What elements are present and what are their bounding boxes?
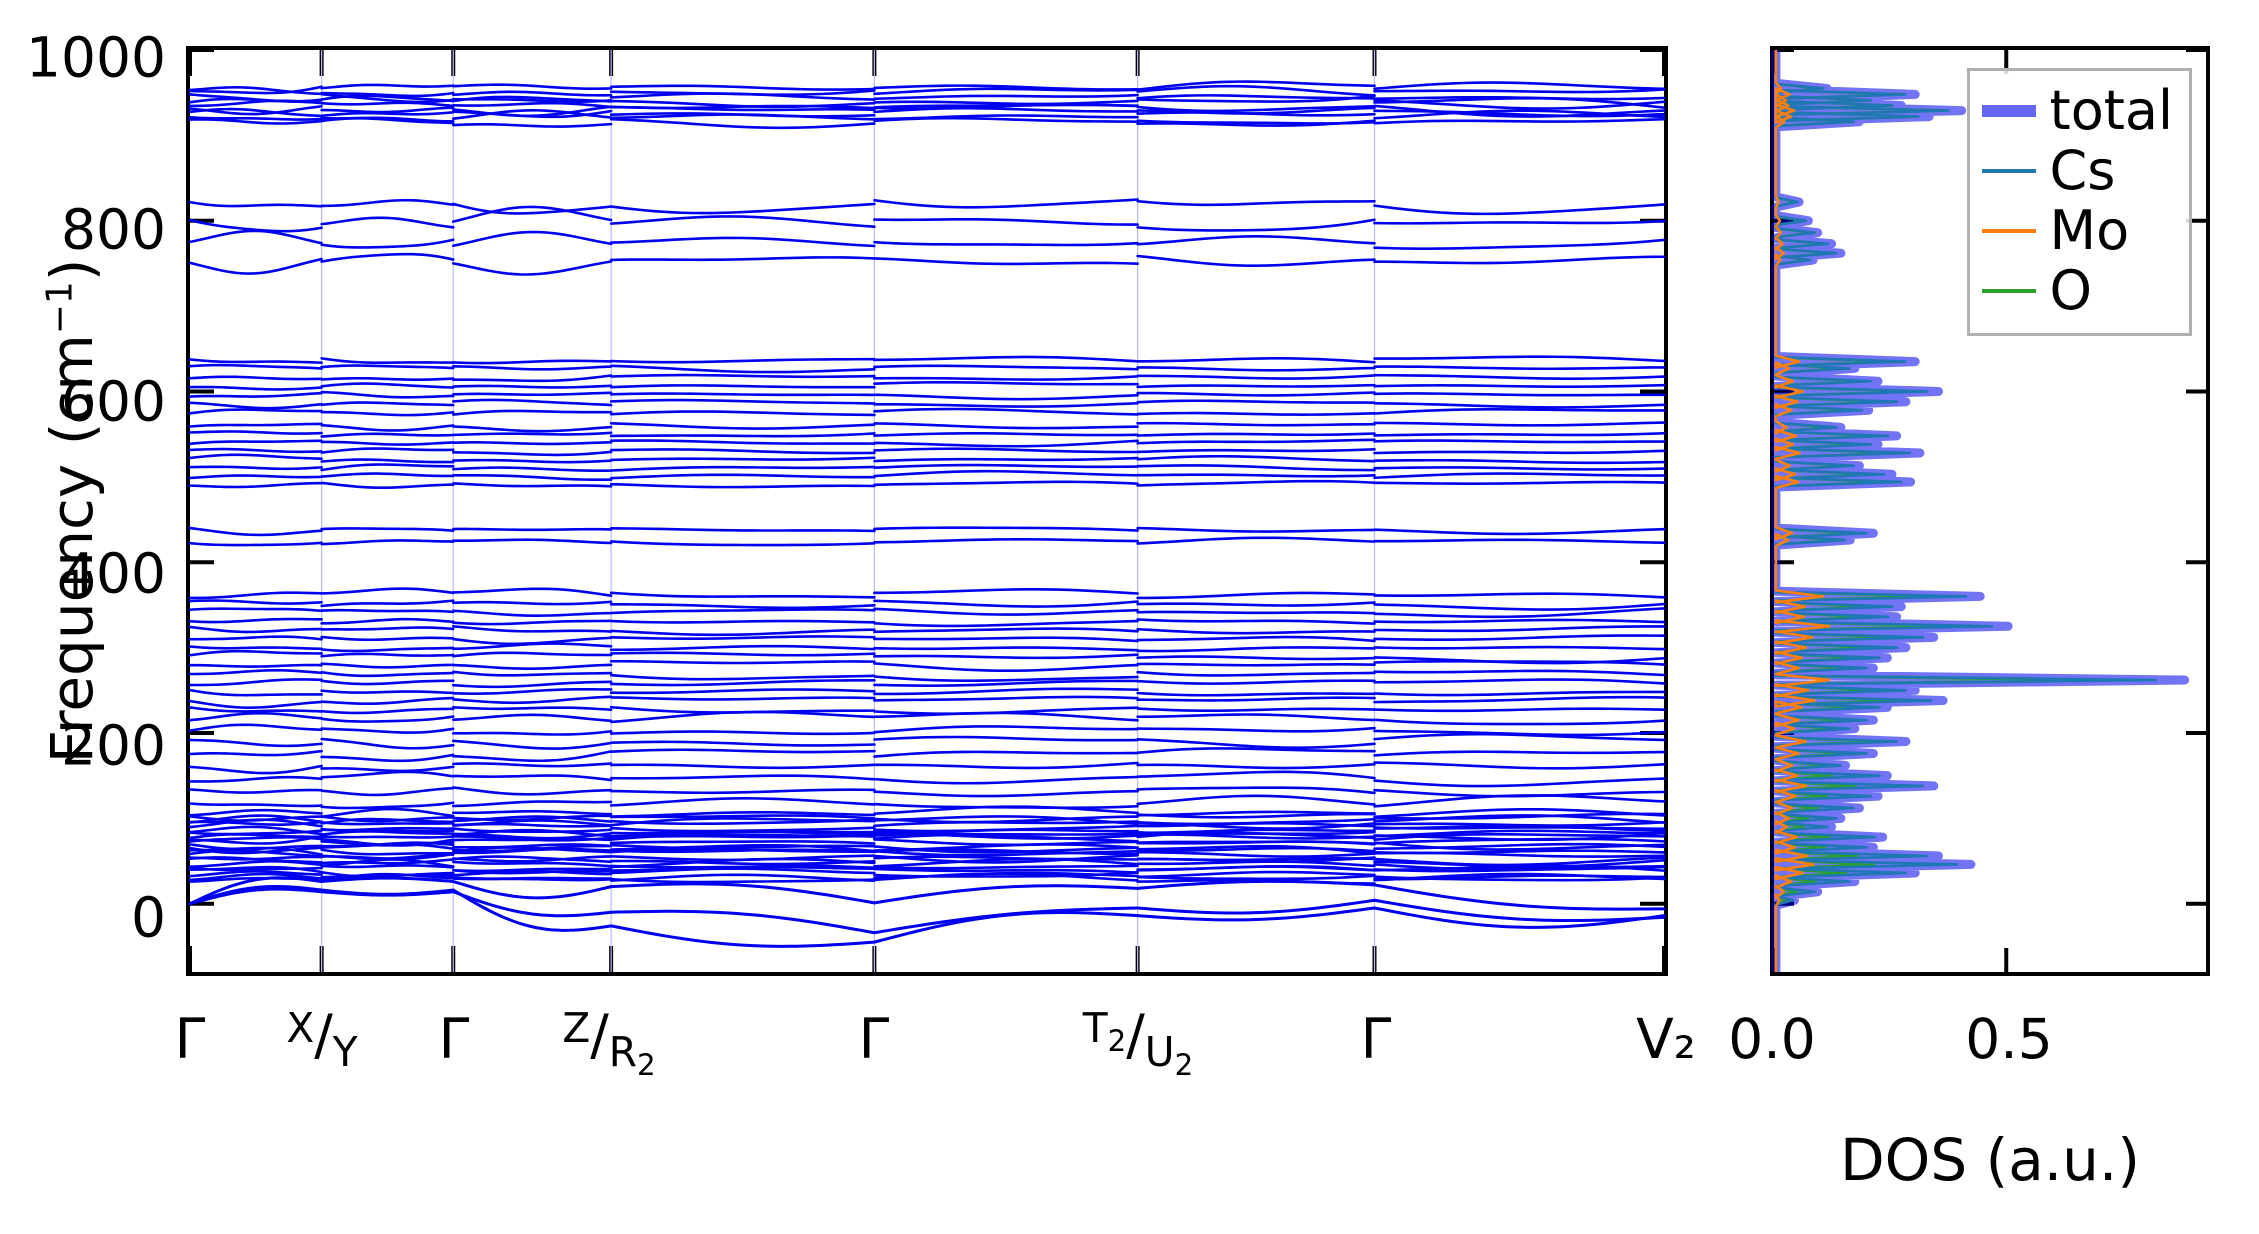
legend-swatch-total xyxy=(1981,105,2036,117)
dos-axes: total Cs Mo O xyxy=(1770,46,2210,976)
kpoint-slash: / xyxy=(1126,1003,1145,1067)
band-xtick-label-t2-u2-text: T₂/U₂ xyxy=(1193,1008,1194,1009)
legend-label-total: total xyxy=(2049,79,2173,142)
band-ytick-label-600: 600 xyxy=(61,369,166,434)
band-xtick-label-gamma-1: Γ xyxy=(174,1007,206,1071)
legend-item-mo[interactable]: Mo xyxy=(1981,199,2173,262)
band-ytick-label-0: 0 xyxy=(131,885,166,950)
band-ytick-label-400: 400 xyxy=(61,541,166,606)
dos-legend: total Cs Mo O xyxy=(1966,68,2192,336)
kpoint-denominator: U2 xyxy=(1144,1028,1194,1083)
kpoint-slash: / xyxy=(590,1003,609,1067)
kpoint-numerator: T2 xyxy=(1082,1003,1127,1058)
kpoint-denominator: R2 xyxy=(608,1028,656,1083)
band-xtick-label-t2-u2: T2/U2 T₂/U₂ xyxy=(1083,1007,1194,1080)
band-ytick-label-800: 800 xyxy=(61,197,166,262)
band-xtick-label-gamma-4: Γ xyxy=(1360,1007,1392,1071)
kpoint-frac-t2-u2: T2/U2 xyxy=(1083,1007,1193,1080)
kpoint-frac-z-r2: Z/R2 xyxy=(562,1007,655,1080)
kpoint-frac-x-y: X/Y xyxy=(286,1007,357,1072)
legend-swatch-cs xyxy=(1981,169,2036,173)
legend-label-o: O xyxy=(2049,259,2093,322)
dos-xtick-label-0: 0.0 xyxy=(1728,1007,1816,1071)
band-y-axis-title-exponent: −1 xyxy=(39,281,81,335)
band-xtick-label-x-y: X/Y X/Y xyxy=(286,1007,359,1072)
legend-swatch-o xyxy=(1981,289,2036,293)
band-xtick-label-z-r2-text: Z/R₂ xyxy=(656,1008,657,1009)
band-xtick-label-v2: V₂ xyxy=(1636,1007,1696,1071)
band-structure-axes xyxy=(186,46,1668,976)
band-xtick-label-z-r2: Z/R2 Z/R₂ xyxy=(562,1007,657,1080)
band-xtick-label-gamma-3: Γ xyxy=(858,1007,890,1071)
dos-x-axis-title: DOS (a.u.) xyxy=(1840,1126,2140,1194)
kpoint-numerator: Z xyxy=(562,1003,591,1052)
kpoint-denominator: Y xyxy=(332,1028,358,1077)
legend-label-cs: Cs xyxy=(2049,139,2116,202)
band-xtick-label-gamma-2: Γ xyxy=(438,1007,470,1071)
band-ytick-label-1000: 1000 xyxy=(26,25,166,90)
legend-item-o[interactable]: O xyxy=(1981,259,2173,322)
band-y-axis-title-suffix: ) xyxy=(38,258,106,282)
legend-item-cs[interactable]: Cs xyxy=(1981,139,2173,202)
legend-swatch-mo xyxy=(1981,229,2036,233)
kpoint-numerator: X xyxy=(286,1003,315,1052)
kpoint-slash: / xyxy=(314,1003,333,1067)
dos-xtick-label-05: 0.5 xyxy=(1965,1007,2053,1071)
legend-item-total[interactable]: total xyxy=(1981,79,2173,142)
band-xtick-label-x-y-text: X/Y xyxy=(358,1008,359,1009)
legend-label-mo: Mo xyxy=(2049,199,2130,262)
band-structure-plot xyxy=(188,48,1666,972)
band-ytick-label-200: 200 xyxy=(61,713,166,778)
